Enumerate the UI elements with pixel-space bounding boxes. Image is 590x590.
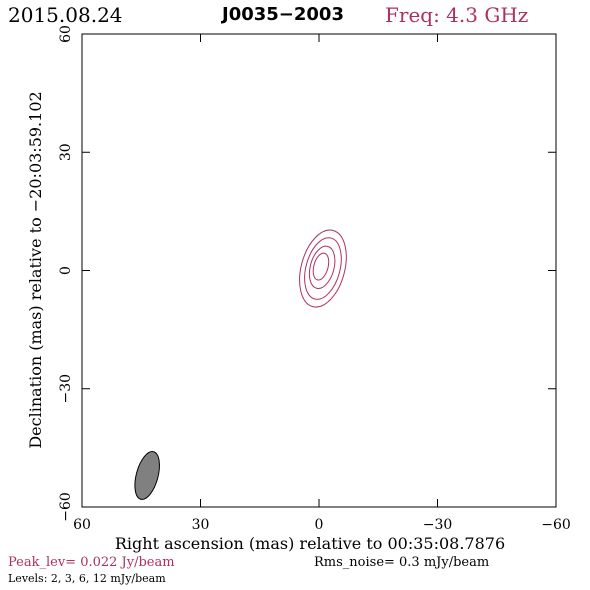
- y-tick-label: 60: [58, 25, 74, 43]
- contour-level-3: [304, 237, 342, 300]
- contour-level-12: [312, 252, 330, 281]
- x-tick-label: −60: [541, 517, 571, 533]
- y-tick-label: −60: [58, 492, 74, 522]
- beam-layer: [134, 451, 160, 500]
- axis-ticks: [81, 33, 557, 508]
- contour-level-6: [308, 245, 336, 290]
- beam-ellipse: [134, 451, 160, 500]
- x-tick-label: 0: [315, 517, 324, 533]
- y-tick-label: 0: [58, 266, 74, 275]
- y-tick-label: −30: [58, 374, 74, 404]
- contour-layer: [299, 229, 347, 308]
- y-axis-title: Declination (mas) relative to −20:03:59.…: [26, 91, 45, 448]
- date-label: 2015.08.24: [8, 3, 123, 27]
- peak-level-label: Peak_lev= 0.022 Jy/beam: [8, 555, 175, 570]
- x-tick-label: −30: [423, 517, 453, 533]
- frequency-label: Freq: 4.3 GHz: [385, 3, 529, 27]
- plot-frame: [81, 33, 557, 508]
- tick-labels: 60 30 0 −30 −60 −60 −30 0 30 60: [58, 25, 571, 533]
- x-tick-label: 30: [192, 517, 210, 533]
- contour-levels-label: Levels: 2, 3, 6, 12 mJy/beam: [8, 572, 166, 585]
- contour-level-2: [299, 229, 347, 308]
- y-tick-label: 30: [58, 143, 74, 161]
- source-name: J0035−2003: [222, 4, 344, 25]
- rms-noise-label: Rms_noise= 0.3 mJy/beam: [314, 555, 490, 570]
- x-axis-title: Right ascension (mas) relative to 00:35:…: [115, 534, 505, 553]
- x-tick-label: 60: [73, 517, 91, 533]
